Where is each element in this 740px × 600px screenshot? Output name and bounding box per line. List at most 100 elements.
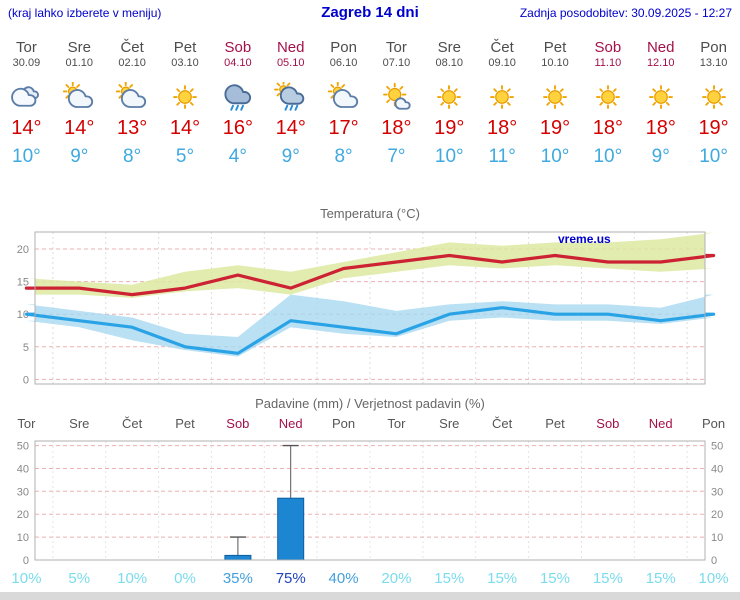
day-column[interactable]: Tor 07.10 18° 7° bbox=[370, 35, 423, 168]
sunny-icon bbox=[701, 85, 726, 109]
day-name: Tor bbox=[16, 39, 37, 56]
high-temp: 18° bbox=[645, 117, 676, 139]
low-temp: 9° bbox=[70, 146, 89, 167]
precip-probability: 15% bbox=[539, 570, 570, 587]
precip-day-label: Pet bbox=[175, 416, 195, 431]
precipitation-chart-svg: 0 0 10 10 20 20 30 30 40 40 50 50 bbox=[17, 440, 723, 567]
day-name: Čet bbox=[490, 39, 514, 56]
precip-probability: 0% bbox=[174, 570, 196, 587]
high-temp: 14° bbox=[11, 117, 42, 139]
svg-text:20: 20 bbox=[17, 509, 29, 521]
day-column[interactable]: Ned 12.10 18° 9° bbox=[634, 35, 687, 168]
day-column[interactable]: Sob 04.10 16° 4° bbox=[211, 35, 264, 168]
temperature-chart: 0 5 10 15 20 vreme.us bbox=[0, 224, 740, 394]
svg-text:10: 10 bbox=[17, 309, 29, 321]
svg-text:10: 10 bbox=[17, 532, 29, 544]
day-column[interactable]: Pon 06.10 17° 8° bbox=[317, 35, 370, 168]
low-temp: 10° bbox=[540, 146, 570, 167]
temp-min-line bbox=[24, 306, 716, 355]
precip-day-label: Tor bbox=[387, 416, 406, 431]
precip-probability: 10% bbox=[11, 570, 42, 587]
svg-text:15: 15 bbox=[17, 277, 29, 289]
high-temp: 19° bbox=[539, 117, 571, 139]
day-date: 05.10 bbox=[276, 57, 305, 69]
svg-text:0: 0 bbox=[23, 555, 29, 567]
day-name: Sre bbox=[67, 39, 91, 56]
last-update: Zadnja posodobitev: 30.09.2025 - 12:27 bbox=[519, 6, 732, 20]
day-date: 03.10 bbox=[171, 57, 199, 69]
precip-day-label: Ned bbox=[278, 416, 303, 431]
day-column[interactable]: Pon 13.10 19° 10° bbox=[687, 35, 740, 168]
low-temp: 10° bbox=[434, 146, 464, 167]
precip-day-label: Pon bbox=[702, 416, 726, 431]
low-temp: 9° bbox=[651, 146, 670, 167]
precip-day-label: Pet bbox=[545, 416, 565, 431]
forecast-day-strip: Tor 30.09 14° 10° Sre 01.10 14° 9° Čet 02.10 13° 8°… bbox=[0, 35, 740, 168]
day-name: Sob bbox=[594, 39, 622, 56]
day-name: Ned bbox=[646, 39, 675, 56]
day-date: 06.10 bbox=[329, 57, 358, 69]
precip-day-label: Ned bbox=[648, 416, 673, 431]
day-date: 08.10 bbox=[435, 57, 464, 69]
mostlysunny-icon bbox=[383, 82, 411, 110]
header: (kraj lahko izberete v meniju) Zagreb 14… bbox=[0, 0, 740, 27]
partly-icon bbox=[327, 82, 358, 108]
high-temp: 19° bbox=[698, 117, 729, 139]
temp-max-line bbox=[24, 253, 716, 297]
day-column[interactable]: Čet 09.10 18° 11° bbox=[476, 35, 529, 168]
day-name: Ned bbox=[276, 39, 305, 56]
svg-text:30: 30 bbox=[17, 486, 29, 498]
high-temp: 14° bbox=[64, 117, 95, 139]
day-name: Pon bbox=[330, 39, 357, 56]
precip-probability: 5% bbox=[68, 570, 91, 587]
precip-day-label: Sob bbox=[226, 416, 250, 431]
precip-probability: 35% bbox=[222, 570, 253, 587]
precip-probability: 20% bbox=[381, 570, 412, 587]
svg-text:0: 0 bbox=[23, 374, 29, 386]
day-column[interactable]: Sre 01.10 14° 9° bbox=[53, 35, 106, 168]
precip-day-labels: Tor Sre Čet Pet Sob Ned Pon Tor Sre Čet Pet Sob Ned P… bbox=[0, 416, 740, 436]
precip-probability: 15% bbox=[434, 570, 465, 587]
day-date: 04.10 bbox=[224, 57, 252, 69]
low-temp: 9° bbox=[281, 146, 300, 167]
day-column[interactable]: Sob 11.10 18° 10° bbox=[581, 35, 634, 168]
low-temp: 5° bbox=[175, 146, 195, 167]
precip-probability: 15% bbox=[645, 570, 676, 587]
low-temp: 8° bbox=[334, 146, 353, 167]
day-column[interactable]: Tor 30.09 14° 10° bbox=[0, 35, 53, 168]
high-temp: 19° bbox=[434, 117, 465, 139]
high-temp: 18° bbox=[381, 117, 412, 139]
day-name: Tor bbox=[386, 39, 407, 56]
svg-text:10: 10 bbox=[711, 532, 723, 544]
temperature-chart-title: Temperatura (°C) bbox=[320, 206, 420, 221]
low-temp: 10° bbox=[593, 146, 623, 167]
precip-probability-row: 10% 5% 10% 0% 35% 75% 40% 20% 15% 15% 15% 15% 15% 10% bbox=[0, 570, 740, 590]
sunny-icon bbox=[437, 85, 462, 109]
day-column[interactable]: Pet 03.10 14° 5° bbox=[159, 35, 212, 168]
high-temp: 18° bbox=[487, 117, 518, 139]
day-name: Pet bbox=[543, 39, 567, 56]
page-title: Zagreb 14 dni bbox=[321, 4, 419, 21]
svg-text:30: 30 bbox=[711, 486, 723, 498]
high-temp: 17° bbox=[328, 117, 359, 139]
day-column[interactable]: Čet 02.10 13° 8° bbox=[106, 35, 159, 168]
low-temp: 4° bbox=[228, 146, 247, 167]
watermark-link[interactable]: vreme.us bbox=[558, 232, 611, 246]
low-temp: 8° bbox=[123, 146, 142, 167]
cloudy-icon bbox=[11, 86, 40, 107]
partly-icon bbox=[63, 82, 94, 108]
partly-icon bbox=[115, 82, 147, 108]
day-date: 10.10 bbox=[541, 57, 569, 69]
low-temp: 10° bbox=[12, 146, 41, 167]
low-temp: 11° bbox=[488, 146, 516, 167]
day-column[interactable]: Ned 05.10 14° 9° bbox=[264, 35, 317, 168]
precip-day-label: Sre bbox=[439, 416, 460, 431]
day-date: 11.10 bbox=[594, 57, 622, 69]
day-column[interactable]: Pet 10.10 19° 10° bbox=[529, 35, 582, 168]
precip-day-label: Čet bbox=[492, 416, 513, 431]
day-date: 01.10 bbox=[65, 57, 94, 69]
high-temp: 16° bbox=[222, 117, 253, 139]
sunny-icon bbox=[173, 85, 197, 109]
day-column[interactable]: Sre 08.10 19° 10° bbox=[423, 35, 476, 168]
